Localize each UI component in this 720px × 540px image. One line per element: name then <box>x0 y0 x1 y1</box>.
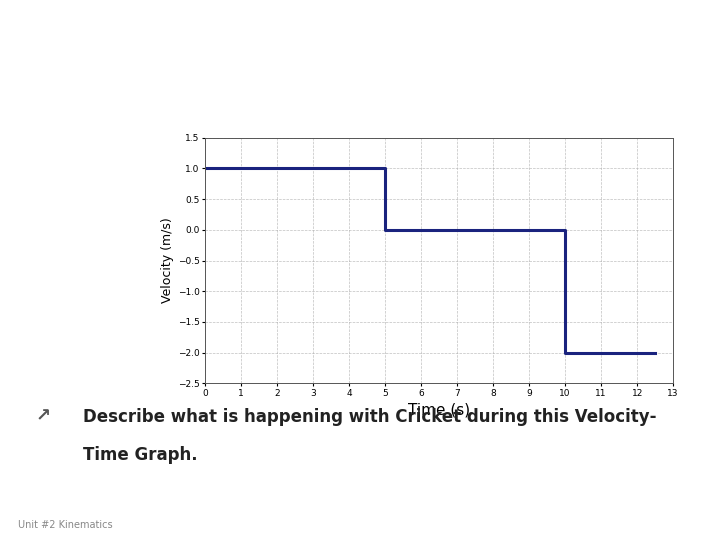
Text: ↗: ↗ <box>36 408 51 426</box>
Text: Unit #2 Kinematics: Unit #2 Kinematics <box>18 520 112 530</box>
Text: Cricket’s v-t Graph: Cricket’s v-t Graph <box>192 53 528 87</box>
Text: Describe what is happening with Cricket during this Velocity-: Describe what is happening with Cricket … <box>83 408 657 426</box>
Text: Time Graph.: Time Graph. <box>83 446 197 463</box>
Y-axis label: Velocity (m/s): Velocity (m/s) <box>161 218 174 303</box>
X-axis label: Time (s): Time (s) <box>408 402 470 417</box>
